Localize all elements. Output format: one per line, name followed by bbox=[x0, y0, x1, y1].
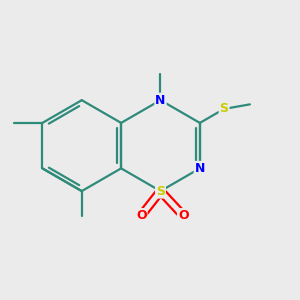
Text: S: S bbox=[156, 184, 165, 198]
Text: O: O bbox=[136, 209, 147, 222]
Text: O: O bbox=[178, 209, 188, 222]
Text: N: N bbox=[155, 94, 166, 107]
Text: N: N bbox=[195, 162, 205, 175]
Text: S: S bbox=[220, 102, 229, 116]
